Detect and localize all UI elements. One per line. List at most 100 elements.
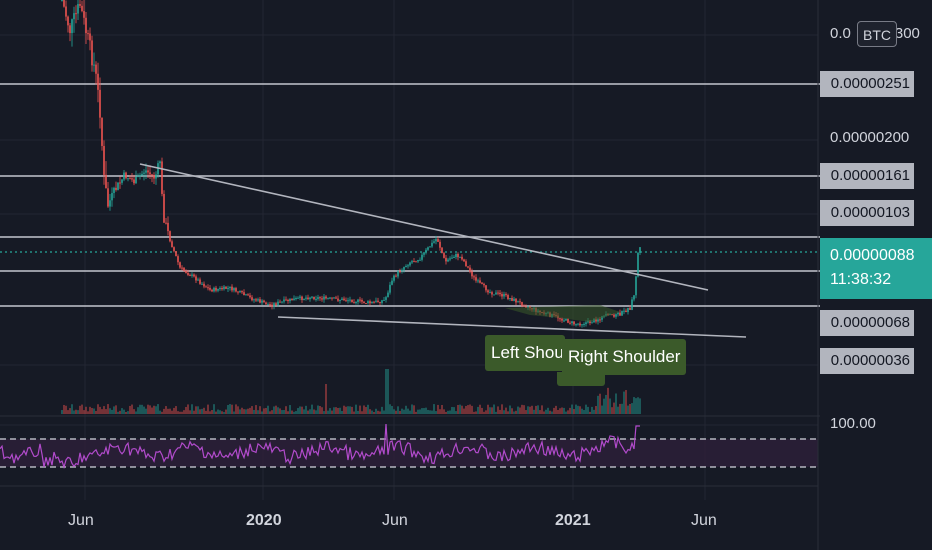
volume-bar <box>455 411 457 414</box>
candle-body <box>635 276 637 296</box>
volume-bar <box>259 406 261 414</box>
volume-bar <box>283 410 285 414</box>
volume-bar <box>105 409 107 414</box>
volume-bar <box>599 393 601 414</box>
volume-bar <box>607 387 609 414</box>
volume-bar <box>591 406 593 414</box>
candle-body <box>499 292 501 295</box>
candle-body <box>633 295 635 300</box>
volume-bar <box>321 407 323 414</box>
candle-body <box>519 301 521 303</box>
volume-bar <box>271 410 273 414</box>
volume-bar <box>441 405 443 414</box>
candle-body <box>315 298 317 300</box>
volume-bar <box>431 410 433 414</box>
volume-bar <box>485 410 487 414</box>
volume-bar <box>359 405 361 414</box>
candle-body <box>113 187 115 194</box>
candle-body <box>89 33 91 41</box>
volume-bar <box>109 408 111 414</box>
candle-body <box>487 290 489 293</box>
volume-bar <box>617 406 619 414</box>
volume-bar <box>323 411 325 414</box>
volume-bar <box>199 409 201 414</box>
candle-body <box>409 262 411 266</box>
volume-bar <box>263 408 265 414</box>
volume-bar <box>467 405 469 414</box>
volume-bar <box>63 404 65 414</box>
volume-bar <box>267 405 269 414</box>
time-tick-jun-2021: Jun <box>691 512 717 529</box>
countdown: 11:38:32 <box>830 271 892 288</box>
level-tag-068: 0.00000068 <box>820 310 914 336</box>
price-tick-300: 0.0 300 <box>830 25 920 42</box>
candle-body <box>619 312 621 316</box>
volume-bar <box>215 411 217 414</box>
volume-bar <box>407 408 409 414</box>
candle-body <box>479 280 481 283</box>
volume-bar <box>535 405 537 414</box>
candle-body <box>105 174 107 189</box>
candle-body <box>99 89 101 118</box>
volume-bar <box>561 407 563 414</box>
candle-body <box>443 253 445 258</box>
candle-body <box>95 64 97 74</box>
volume-bar <box>175 406 177 414</box>
volume-bar <box>193 410 195 414</box>
candle-body <box>227 287 229 289</box>
volume-bar <box>209 411 211 414</box>
candle-body <box>467 266 469 268</box>
candle-body <box>153 175 155 179</box>
volume-bar <box>491 407 493 414</box>
candle-body <box>447 259 449 262</box>
volume-bar <box>427 409 429 414</box>
candle-body <box>301 296 303 300</box>
volume-bar <box>391 405 393 414</box>
volume-bar <box>357 410 359 414</box>
currency-badge[interactable]: BTC <box>857 21 897 47</box>
level-tag-103: 0.00000103 <box>820 200 914 226</box>
volume-bar <box>183 410 185 414</box>
volume-bar <box>119 410 121 414</box>
volume-bar <box>313 409 315 414</box>
candle-body <box>171 241 173 248</box>
candle-body <box>583 323 585 325</box>
candle-body <box>401 269 403 272</box>
volume-bar <box>433 404 435 414</box>
volume-bar <box>575 404 577 414</box>
volume-bar <box>327 410 329 414</box>
volume-bar <box>461 405 463 414</box>
candle-body <box>477 280 479 282</box>
candle-body <box>571 321 573 324</box>
candle-body <box>103 145 105 175</box>
candle-body <box>361 299 363 302</box>
volume-bar <box>487 404 489 414</box>
candle-body <box>523 305 525 307</box>
candle-body <box>123 172 125 180</box>
candle-body <box>367 301 369 304</box>
candle-body <box>267 304 269 306</box>
candle-body <box>87 33 89 35</box>
candle-body <box>311 296 313 298</box>
volume-bar <box>513 411 515 414</box>
candle-body <box>165 222 167 224</box>
volume-bar <box>373 411 375 414</box>
candle-body <box>143 172 145 174</box>
volume-bar <box>473 411 475 414</box>
candle-body <box>621 311 623 316</box>
candle-body <box>623 310 625 312</box>
candle-body <box>491 292 493 295</box>
candle-body <box>437 239 439 242</box>
volume-bar <box>345 406 347 414</box>
volume-bar <box>603 398 605 414</box>
volume-bar <box>61 410 63 414</box>
candle-body <box>125 172 127 179</box>
candle-body <box>219 287 221 290</box>
volume-bar <box>125 411 127 414</box>
volume-bar <box>411 404 413 414</box>
volume-bar <box>489 407 491 414</box>
candle-body <box>463 259 465 262</box>
candle-body <box>77 4 79 14</box>
candle-body <box>433 241 435 243</box>
